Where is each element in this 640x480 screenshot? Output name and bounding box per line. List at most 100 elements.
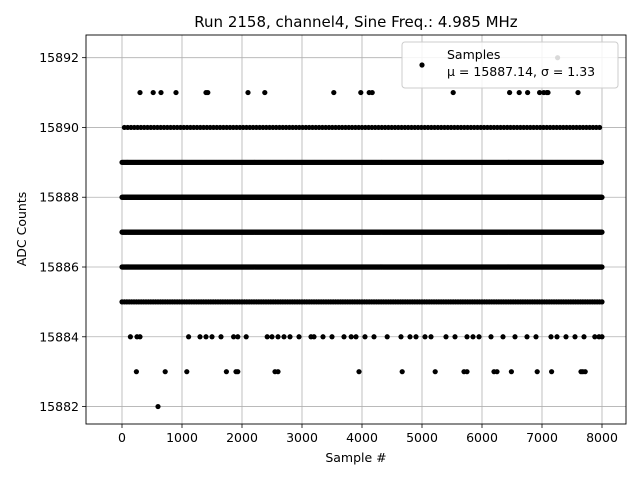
data-point (173, 89, 179, 96)
data-point (488, 334, 494, 340)
data-point (348, 334, 354, 340)
data-point (231, 334, 237, 340)
data-point (545, 89, 551, 96)
data-point (599, 299, 605, 305)
data-point (311, 334, 317, 340)
x-tick-label: 0 (118, 430, 126, 445)
data-point (205, 89, 211, 96)
data-point (507, 89, 513, 96)
data-point (133, 369, 139, 375)
data-point (184, 369, 190, 375)
x-tick-label: 6000 (466, 430, 498, 445)
data-point (296, 334, 302, 340)
data-point (353, 334, 359, 340)
data-point (235, 369, 241, 375)
y-tick-label: 15892 (39, 50, 79, 65)
data-point (534, 369, 540, 375)
data-point (470, 334, 476, 340)
legend-label: Samples (447, 47, 500, 62)
data-point (186, 334, 192, 340)
data-point (287, 334, 293, 340)
data-point (452, 334, 458, 340)
data-point (223, 369, 229, 375)
data-point (549, 369, 555, 375)
data-point (597, 124, 603, 131)
data-point (508, 369, 514, 375)
y-axis-label: ADC Counts (14, 192, 29, 267)
data-point (581, 334, 587, 340)
data-point (155, 403, 161, 410)
data-point (269, 334, 275, 340)
plot-frame (85, 34, 627, 425)
data-point (384, 334, 390, 340)
data-point (450, 89, 456, 96)
data-point (464, 334, 470, 340)
chart-title: Run 2158, channel4, Sine Freq.: 4.985 MH… (194, 13, 518, 31)
x-tick-label: 5000 (406, 430, 438, 445)
legend-marker (419, 62, 425, 68)
data-point (598, 159, 605, 165)
axis-ticks: 0 1000 2000 3000 4000 5000 6000 7000 8000 15882 15… (39, 50, 618, 445)
x-tick-label: 1000 (166, 430, 198, 445)
data-point (371, 334, 377, 340)
data-point (369, 89, 375, 96)
data-point (281, 334, 287, 340)
data-point (358, 89, 364, 96)
legend-stats: μ = 15887.14, σ = 1.33 (447, 64, 595, 79)
data-point (275, 334, 281, 340)
data-point (592, 334, 598, 340)
data-point (512, 334, 518, 340)
data-point (533, 334, 539, 340)
x-tick-label: 4000 (346, 430, 378, 445)
data-point (398, 334, 404, 340)
data-point (127, 334, 133, 340)
data-point (203, 334, 209, 340)
legend: Samples μ = 15887.14, σ = 1.33 (401, 41, 619, 89)
data-point (524, 334, 530, 340)
data-point (599, 334, 605, 340)
data-point (218, 334, 224, 340)
y-tick-label: 15888 (39, 190, 79, 205)
data-point (209, 334, 215, 340)
data-point (443, 334, 449, 340)
data-point (320, 334, 326, 340)
data-point (500, 334, 506, 340)
data-point (422, 334, 428, 340)
data-point (235, 334, 241, 340)
data-points (119, 55, 605, 410)
data-point (599, 264, 605, 270)
data-point (399, 369, 405, 375)
data-point (599, 194, 605, 200)
data-point (262, 89, 268, 96)
data-point (572, 334, 578, 340)
data-point (432, 369, 438, 375)
data-point (554, 334, 560, 340)
data-point (599, 229, 605, 235)
data-point (516, 89, 522, 96)
data-point (197, 334, 203, 340)
data-point (158, 89, 164, 96)
data-point (464, 369, 470, 375)
data-point (150, 89, 156, 96)
data-point (264, 334, 270, 340)
data-point (563, 334, 569, 340)
data-point (243, 334, 249, 340)
x-axis-label: Sample # (325, 450, 386, 465)
data-point (356, 369, 362, 375)
data-point (329, 334, 335, 340)
data-point (137, 334, 143, 340)
y-tick-label: 15890 (39, 120, 79, 135)
data-point (137, 89, 143, 96)
data-point (525, 89, 531, 96)
x-tick-label: 7000 (526, 430, 558, 445)
data-point (413, 334, 419, 340)
data-point (582, 369, 588, 375)
y-tick-label: 15884 (39, 329, 79, 344)
data-point (162, 369, 168, 375)
data-point (476, 334, 482, 340)
x-tick-label: 8000 (586, 430, 618, 445)
data-point (407, 334, 413, 340)
data-point (362, 334, 368, 340)
